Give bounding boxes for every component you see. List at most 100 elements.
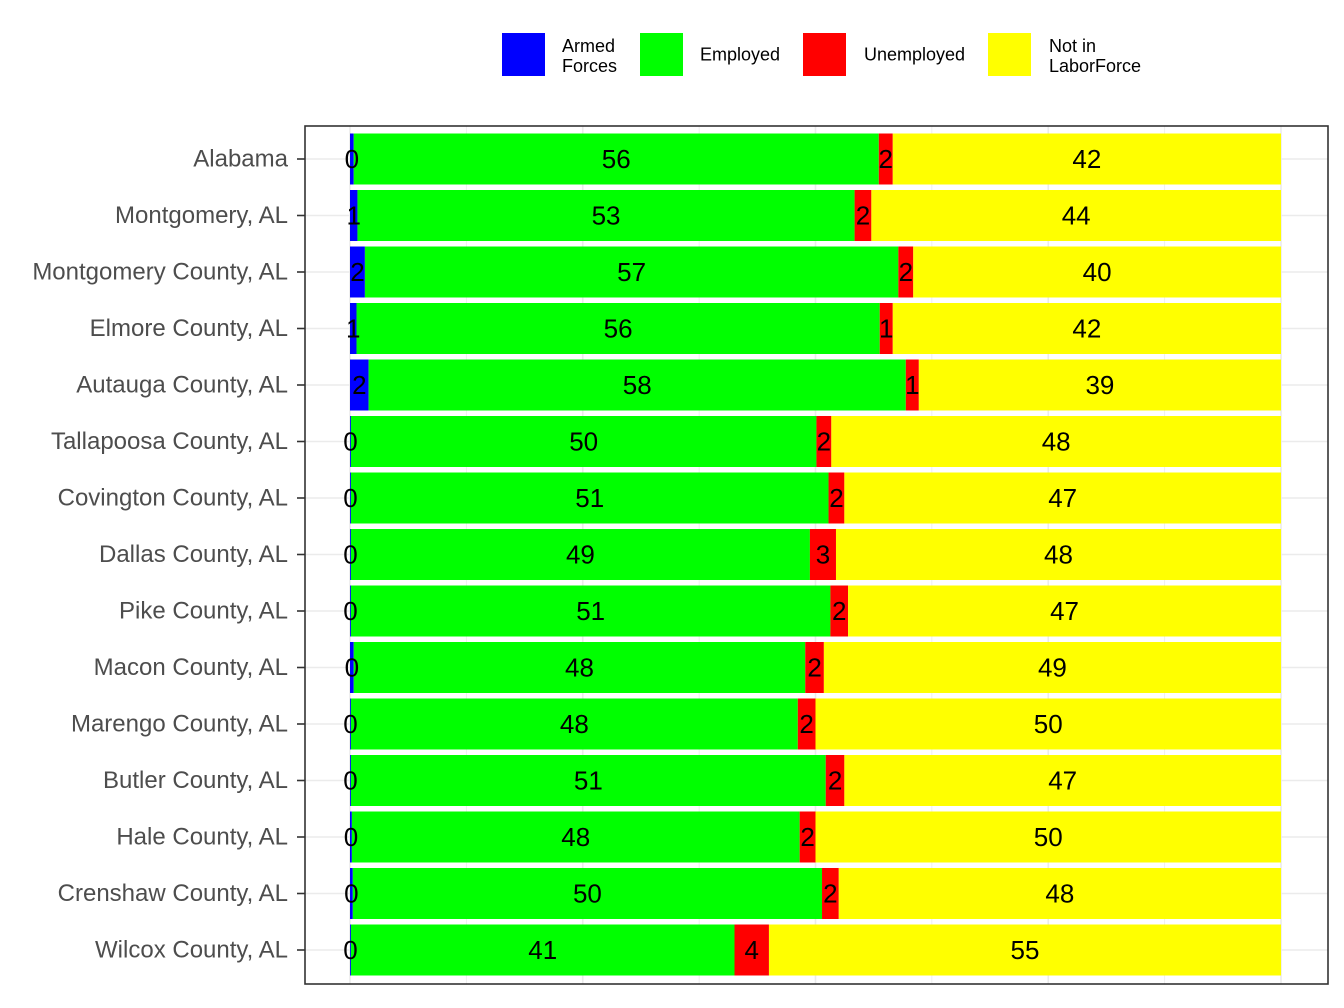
- bar-segment: [828, 472, 845, 524]
- category-label: Montgomery, AL: [115, 202, 288, 229]
- bar-segment: [350, 585, 831, 637]
- data-label: 49: [1038, 653, 1067, 683]
- bar-segment: [350, 924, 351, 976]
- bar-segment: [350, 698, 798, 750]
- bar-segment: [350, 416, 351, 467]
- bar-segment: [350, 529, 810, 580]
- bar-segment: [892, 133, 1281, 185]
- bar-segment: [768, 924, 1281, 976]
- data-label: 0: [344, 822, 358, 852]
- data-label: 50: [1034, 709, 1063, 739]
- data-label: 2: [879, 144, 893, 174]
- bar-segment: [350, 190, 358, 241]
- data-label: 2: [856, 201, 870, 231]
- bar-segment: [350, 755, 351, 806]
- bars: [350, 133, 1281, 976]
- bar-segment: [913, 246, 1281, 298]
- bar-segment: [854, 190, 872, 241]
- bar-segment: [350, 133, 354, 185]
- bar-segment: [809, 529, 836, 580]
- bar-segment: [892, 303, 1281, 354]
- bar-segment: [351, 811, 800, 863]
- data-label: 0: [343, 483, 357, 513]
- bar-segment: [797, 698, 816, 750]
- bar-segment: [350, 472, 351, 524]
- data-label: 42: [1072, 314, 1101, 344]
- bar-segment: [350, 529, 351, 580]
- bar-segment: [816, 416, 832, 467]
- data-label: 0: [344, 879, 358, 909]
- data-label: 2: [800, 822, 814, 852]
- data-label: 50: [573, 879, 602, 909]
- bar-segment: [871, 190, 1281, 241]
- data-label: 4: [744, 935, 758, 965]
- bar-segment: [831, 416, 1281, 467]
- bar-segment: [353, 133, 879, 185]
- data-label: 47: [1048, 483, 1077, 513]
- category-label: Covington County, AL: [58, 485, 288, 512]
- data-label: 0: [343, 427, 357, 457]
- data-label: 56: [604, 314, 633, 344]
- bar-segment: [350, 472, 829, 524]
- data-label: 2: [799, 709, 813, 739]
- bar-segment: [835, 529, 1281, 580]
- category-label: Dallas County, AL: [99, 541, 288, 568]
- legend-key: [803, 33, 846, 76]
- bar-segment: [364, 246, 899, 298]
- bar-segment: [878, 133, 893, 185]
- legend-label: Not in LaborForce: [1049, 36, 1141, 76]
- data-label: 56: [602, 144, 631, 174]
- data-label: 40: [1083, 257, 1112, 287]
- data-label: 2: [807, 653, 821, 683]
- category-label: Wilcox County, AL: [95, 937, 288, 964]
- data-label: 48: [565, 653, 594, 683]
- category-label: Crenshaw County, AL: [58, 880, 288, 907]
- bar-segment: [822, 868, 839, 919]
- bar-segment: [799, 811, 816, 863]
- data-label: 51: [574, 766, 603, 796]
- bar-segment: [350, 755, 826, 806]
- bar-segment: [353, 642, 806, 693]
- data-label: 49: [566, 540, 595, 570]
- data-label: 2: [829, 483, 843, 513]
- legend-label: Armed Forces: [562, 36, 617, 76]
- data-label: 57: [617, 257, 646, 287]
- bar-segment: [350, 698, 351, 750]
- y-axis: Alabama Montgomery, AL Montgomery County, …: [32, 146, 305, 964]
- panel-border: [304, 125, 1329, 985]
- category-label: Alabama: [193, 146, 288, 173]
- bar-segment: [898, 246, 914, 298]
- data-label: 0: [345, 144, 359, 174]
- bar-segment: [825, 755, 845, 806]
- legend-label: Unemployed: [864, 45, 965, 65]
- bar-segment: [357, 190, 855, 241]
- bar-segment: [879, 303, 893, 354]
- data-label: 2: [832, 596, 846, 626]
- legend-key: [640, 33, 683, 76]
- bar-segment: [350, 924, 735, 976]
- data-label: 0: [343, 709, 357, 739]
- bar-segment: [350, 416, 817, 467]
- category-label: Tallapoosa County, AL: [51, 428, 288, 455]
- data-label: 44: [1062, 201, 1091, 231]
- data-label: 47: [1048, 766, 1077, 796]
- data-label: 0: [345, 653, 359, 683]
- data-label: 2: [350, 257, 364, 287]
- data-label: 41: [528, 935, 557, 965]
- legend: Armed Forces Employed Unemployed Not in Labor…: [502, 33, 1141, 76]
- bar-segment: [350, 868, 353, 919]
- data-label: 3: [816, 540, 830, 570]
- bar-segment: [838, 868, 1281, 919]
- data-label: 47: [1050, 596, 1079, 626]
- data-label: 2: [823, 879, 837, 909]
- data-label: 1: [879, 314, 893, 344]
- category-label: Macon County, AL: [94, 654, 288, 681]
- data-label: 1: [905, 370, 919, 400]
- bar-segment: [350, 585, 351, 637]
- bar-segment: [848, 585, 1281, 637]
- data-label: 48: [1045, 879, 1074, 909]
- category-label: Pike County, AL: [119, 598, 288, 625]
- category-label: Elmore County, AL: [90, 315, 288, 342]
- bar-segment: [350, 303, 357, 354]
